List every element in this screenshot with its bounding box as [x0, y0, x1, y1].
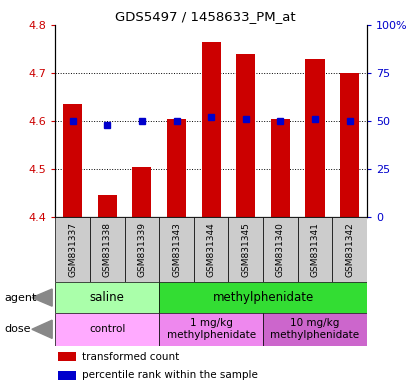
Text: transformed count: transformed count: [82, 352, 179, 362]
Bar: [58, 352, 75, 361]
Bar: [201, 42, 220, 217]
Text: GSM831338: GSM831338: [103, 222, 112, 277]
Text: GSM831340: GSM831340: [275, 222, 284, 277]
Bar: [339, 73, 358, 217]
FancyBboxPatch shape: [193, 217, 228, 282]
FancyBboxPatch shape: [90, 217, 124, 282]
Bar: [58, 371, 75, 380]
Text: GDS5497 / 1458633_PM_at: GDS5497 / 1458633_PM_at: [115, 10, 294, 23]
Text: dose: dose: [4, 324, 31, 334]
Text: 1 mg/kg
methylphenidate: 1 mg/kg methylphenidate: [166, 318, 255, 340]
Polygon shape: [32, 289, 52, 306]
Bar: [305, 58, 324, 217]
FancyBboxPatch shape: [263, 313, 366, 346]
Text: GSM831343: GSM831343: [172, 222, 181, 277]
Text: percentile rank within the sample: percentile rank within the sample: [82, 370, 257, 380]
Text: GSM831345: GSM831345: [240, 222, 249, 277]
FancyBboxPatch shape: [55, 282, 159, 313]
Bar: [236, 54, 255, 217]
FancyBboxPatch shape: [55, 313, 159, 346]
FancyBboxPatch shape: [332, 217, 366, 282]
Bar: [97, 195, 117, 217]
Text: GSM831344: GSM831344: [206, 222, 215, 277]
Text: methylphenidate: methylphenidate: [212, 291, 313, 304]
Text: agent: agent: [4, 293, 36, 303]
Text: GSM831339: GSM831339: [137, 222, 146, 277]
Bar: [166, 119, 186, 217]
FancyBboxPatch shape: [159, 282, 366, 313]
Text: GSM831341: GSM831341: [310, 222, 319, 277]
FancyBboxPatch shape: [159, 313, 263, 346]
FancyBboxPatch shape: [55, 217, 90, 282]
Text: GSM831337: GSM831337: [68, 222, 77, 277]
Polygon shape: [32, 320, 52, 338]
Bar: [132, 167, 151, 217]
Bar: [270, 119, 289, 217]
FancyBboxPatch shape: [159, 217, 193, 282]
FancyBboxPatch shape: [124, 217, 159, 282]
Text: control: control: [89, 324, 125, 334]
Text: saline: saline: [90, 291, 124, 304]
Bar: [63, 104, 82, 217]
FancyBboxPatch shape: [228, 217, 263, 282]
FancyBboxPatch shape: [297, 217, 332, 282]
Text: GSM831342: GSM831342: [344, 222, 353, 277]
FancyBboxPatch shape: [263, 217, 297, 282]
Text: 10 mg/kg
methylphenidate: 10 mg/kg methylphenidate: [270, 318, 359, 340]
